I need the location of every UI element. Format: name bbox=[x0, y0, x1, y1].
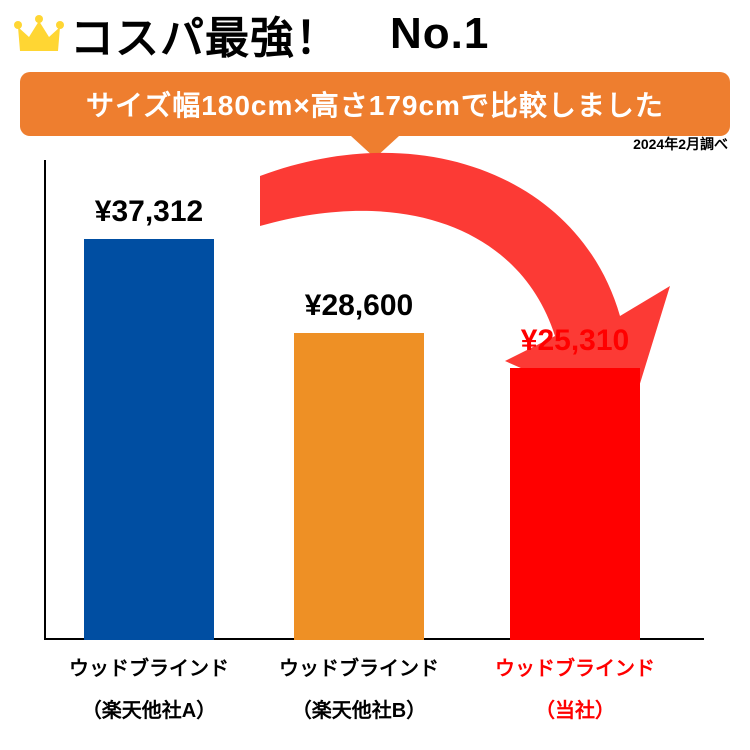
crown-icon bbox=[14, 11, 64, 57]
bar-value-label-2: ¥25,310 bbox=[465, 324, 685, 358]
bar-value-label-0: ¥37,312 bbox=[39, 195, 259, 229]
bar-0: ¥37,312 bbox=[84, 239, 214, 640]
survey-note: 2024年2月調べ bbox=[633, 134, 728, 154]
bar-2: ¥25,310 bbox=[510, 368, 640, 640]
bar-value-label-1: ¥28,600 bbox=[249, 289, 469, 323]
title-text: コスパ最強！ bbox=[70, 2, 340, 66]
category-label-2: コスパ最強！ウッドブラインド（当社） bbox=[465, 606, 685, 732]
y-axis bbox=[44, 160, 46, 640]
comparison-banner: サイズ幅180cm×高さ179cmで比較しました bbox=[20, 72, 730, 136]
banner-tail bbox=[351, 136, 399, 158]
category-label-0: ウッドブラインド（楽天他社A） bbox=[39, 648, 259, 732]
rank-text: No.1 bbox=[390, 9, 489, 59]
category-label-1: ウッドブラインド（楽天他社B） bbox=[249, 648, 469, 732]
bar-1: ¥28,600 bbox=[294, 333, 424, 640]
banner-text: サイズ幅180cm×高さ179cmで比較しました bbox=[20, 72, 730, 136]
price-comparison-chart: ¥37,312¥28,600¥25,310 bbox=[44, 210, 704, 640]
